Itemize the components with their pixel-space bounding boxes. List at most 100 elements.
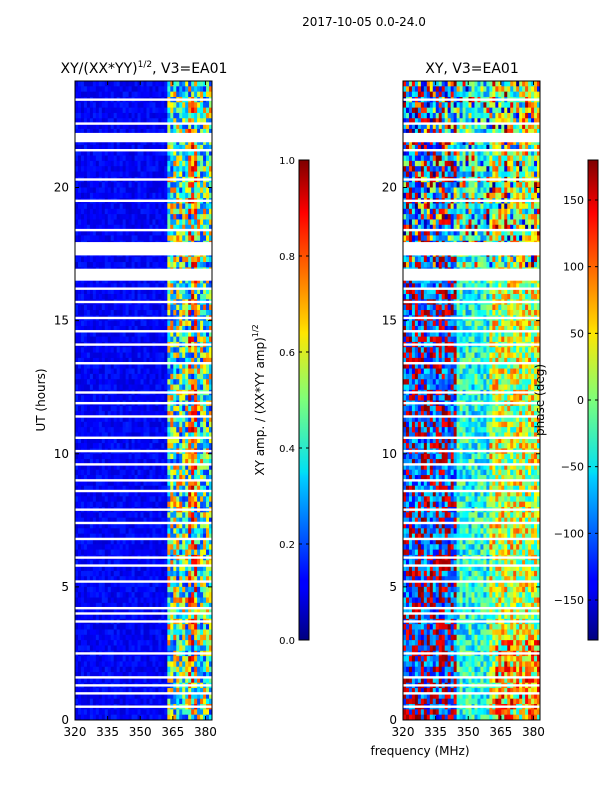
heatmap-cell [95, 512, 100, 519]
heatmap-cell [116, 522, 121, 529]
heatmap-cell [110, 405, 115, 412]
heatmap-cell [83, 565, 88, 572]
heatmap-cell [122, 214, 127, 220]
heatmap-cell [80, 203, 85, 210]
heatmap-cell [149, 581, 153, 588]
heatmap-cell [95, 336, 100, 343]
heatmap-cell [170, 171, 174, 178]
heatmap-cell [209, 560, 212, 566]
heatmap-cell [143, 624, 147, 630]
heatmap-cell [188, 373, 192, 380]
heatmap-cell [77, 230, 82, 236]
heatmap-cell [101, 640, 106, 646]
heatmap-cell [75, 613, 79, 620]
heatmap-cell [170, 613, 174, 620]
heatmap-cell [197, 405, 201, 412]
heatmap-cell [149, 586, 153, 593]
heatmap-cell [137, 262, 141, 268]
heatmap-cell [104, 427, 109, 433]
heatmap-cell [131, 491, 135, 497]
heatmap-cell [125, 592, 130, 598]
heatmap-cell [188, 544, 192, 551]
heatmap-cell [182, 203, 186, 210]
heatmap-cell [206, 581, 210, 588]
heatmap-cell [155, 597, 159, 604]
heatmap-cell [119, 437, 124, 444]
heatmap-cell [140, 118, 144, 125]
heatmap-cell [86, 522, 91, 529]
heatmap-cell [113, 416, 118, 423]
heatmap-cell [140, 139, 144, 146]
heatmap-cell [152, 501, 156, 508]
heatmap-cell [161, 107, 165, 114]
heatmap-cell [80, 278, 85, 284]
heatmap-cell [86, 304, 91, 311]
heatmap-cell [161, 336, 165, 343]
heatmap-cell [95, 325, 100, 332]
heatmap-cell [89, 278, 94, 284]
heatmap-cell [209, 437, 212, 444]
heatmap-cell [80, 416, 85, 423]
heatmap-cell [161, 192, 165, 199]
heatmap-cell [182, 395, 186, 401]
heatmap-cell [182, 325, 186, 332]
heatmap-cell [179, 581, 183, 588]
heatmap-cell [167, 570, 171, 577]
heatmap-cell [164, 384, 168, 391]
heatmap-cell [125, 384, 130, 391]
heatmap-cell [80, 411, 85, 417]
heatmap-cell [176, 613, 180, 620]
heatmap-cell [140, 107, 144, 114]
heatmap-cell [101, 475, 106, 481]
heatmap-cell [86, 262, 91, 268]
heatmap-cell [209, 283, 212, 290]
heatmap-cell [155, 384, 159, 391]
heatmap-cell [146, 634, 150, 641]
heatmap-cell [176, 309, 180, 316]
heatmap-cell [140, 501, 144, 508]
heatmap-cell [188, 533, 192, 540]
heatmap-cell [104, 102, 109, 109]
heatmap-cell [146, 597, 150, 604]
heatmap-cell [161, 304, 165, 311]
heatmap-cell [149, 81, 153, 87]
heatmap-cell [128, 150, 132, 156]
heatmap-cell [75, 491, 79, 497]
heatmap-cell [86, 469, 91, 476]
heatmap-cell [77, 459, 82, 465]
heatmap-cell [185, 576, 189, 582]
heatmap-cell [200, 427, 204, 433]
heatmap-cell [128, 634, 132, 641]
heatmap-cell [164, 427, 168, 433]
heatmap-cell [116, 357, 121, 364]
heatmap-cell [119, 528, 124, 535]
heatmap-cell [155, 150, 159, 156]
heatmap-cell [89, 320, 94, 327]
heatmap-cell [122, 538, 127, 545]
heatmap-cell [104, 352, 109, 359]
heatmap-cell [170, 496, 174, 503]
heatmap-cell [209, 102, 212, 109]
heatmap-cell [128, 469, 132, 476]
heatmap-cell [110, 219, 115, 226]
heatmap-cell [92, 294, 97, 300]
heatmap-cell [83, 485, 88, 492]
heatmap-cell [134, 459, 138, 465]
heatmap-cell [164, 624, 168, 630]
heatmap-cell [122, 597, 127, 604]
heatmap-cell [206, 485, 210, 492]
heatmap-cell [197, 262, 201, 268]
heatmap-cell [167, 262, 171, 268]
heatmap-cell [167, 416, 171, 423]
heatmap-cell [104, 469, 109, 476]
heatmap-cell [176, 560, 180, 566]
heatmap-cell [86, 86, 91, 93]
heatmap-cell [206, 629, 210, 636]
heatmap-cell [140, 123, 144, 130]
heatmap-cell [131, 166, 135, 172]
heatmap-cell [203, 123, 207, 130]
heatmap-cell [107, 544, 112, 551]
heatmap-cell [89, 629, 94, 636]
heatmap-cell [155, 208, 159, 215]
heatmap-cell [170, 640, 174, 646]
